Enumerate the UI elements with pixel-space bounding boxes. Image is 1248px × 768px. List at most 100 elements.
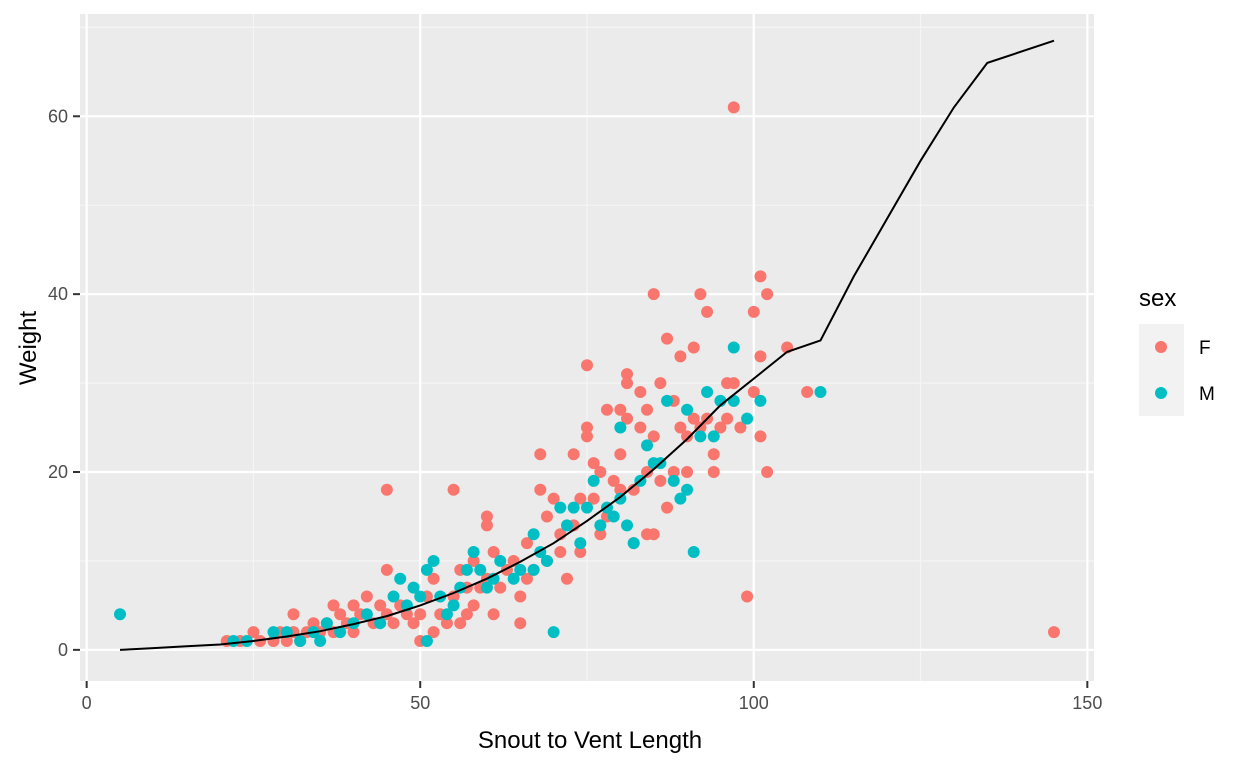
- point-m: [681, 403, 694, 416]
- point-m: [641, 439, 654, 452]
- x-tick-label: 100: [739, 693, 769, 713]
- point-f: [727, 377, 740, 390]
- point-m: [460, 563, 473, 576]
- point-f: [380, 483, 393, 496]
- point-m: [614, 421, 627, 434]
- point-m: [527, 528, 540, 541]
- point-f: [754, 430, 767, 443]
- legend: sex F M: [1139, 285, 1215, 416]
- point-f: [641, 466, 654, 479]
- point-m: [447, 599, 460, 612]
- point-m: [320, 617, 333, 630]
- point-f: [654, 377, 667, 390]
- point-f: [334, 608, 347, 621]
- point-m: [621, 519, 634, 532]
- point-m: [741, 412, 754, 425]
- point-f: [447, 483, 460, 496]
- point-f: [687, 341, 700, 354]
- point-m: [674, 492, 687, 505]
- point-f: [427, 572, 440, 585]
- legend-label-m: M: [1199, 384, 1215, 405]
- point-f: [621, 412, 634, 425]
- point-f: [414, 608, 427, 621]
- point-f: [440, 617, 453, 630]
- point-f: [661, 501, 674, 514]
- point-f: [514, 617, 527, 630]
- point-m: [574, 537, 587, 550]
- point-m: [440, 608, 453, 621]
- point-f: [547, 492, 560, 505]
- x-tick-label: 150: [1072, 693, 1102, 713]
- point-f: [647, 288, 660, 301]
- point-f: [280, 634, 293, 647]
- point-f: [347, 599, 360, 612]
- point-f: [634, 421, 647, 434]
- point-f: [647, 430, 660, 443]
- x-tick-label: 0: [82, 693, 92, 713]
- y-axis-title: Weight: [15, 311, 42, 386]
- point-f: [641, 403, 654, 416]
- point-m: [814, 385, 827, 398]
- data-points: [114, 101, 1060, 647]
- y-tick-label: 40: [48, 284, 68, 304]
- point-m: [294, 634, 307, 647]
- point-m: [527, 563, 540, 576]
- point-m: [360, 608, 373, 621]
- point-f: [454, 617, 467, 630]
- x-axis-title: Snout to Vent Length: [478, 727, 702, 754]
- legend-label-f: F: [1199, 338, 1211, 359]
- y-axis: 0 20 40 60: [48, 106, 80, 660]
- point-m: [754, 394, 767, 407]
- point-f: [621, 377, 634, 390]
- point-m: [420, 563, 433, 576]
- point-m: [581, 501, 593, 514]
- point-m: [587, 474, 600, 487]
- point-m: [594, 519, 607, 532]
- point-f: [460, 608, 473, 621]
- point-m: [701, 385, 714, 398]
- point-f: [574, 492, 587, 505]
- point-f: [634, 385, 647, 398]
- legend-dot-m: [1155, 387, 1167, 399]
- point-f: [380, 563, 393, 576]
- point-f: [581, 430, 593, 443]
- point-f: [581, 359, 593, 372]
- point-f: [594, 466, 607, 479]
- point-f: [741, 590, 754, 603]
- point-f: [554, 546, 567, 559]
- point-m: [560, 519, 573, 532]
- point-f: [687, 412, 700, 425]
- point-f: [674, 421, 687, 434]
- point-f: [581, 421, 593, 434]
- point-m: [567, 501, 580, 514]
- point-f: [754, 270, 767, 283]
- point-m: [494, 554, 507, 567]
- point-f: [360, 590, 373, 603]
- point-f: [681, 430, 694, 443]
- point-m: [514, 563, 527, 576]
- point-f: [761, 288, 774, 301]
- point-m: [407, 581, 420, 594]
- point-m: [427, 554, 440, 567]
- point-f: [661, 332, 674, 345]
- point-f: [487, 608, 500, 621]
- point-f: [647, 528, 660, 541]
- point-m: [114, 608, 127, 621]
- point-m: [707, 430, 720, 443]
- point-f: [674, 350, 687, 363]
- point-f: [607, 474, 620, 487]
- x-axis: 0 50 100 150: [82, 681, 1102, 713]
- point-f: [587, 492, 600, 505]
- y-tick-label: 0: [58, 640, 68, 660]
- point-f: [587, 457, 600, 470]
- point-f: [734, 421, 747, 434]
- point-f: [374, 599, 387, 612]
- point-f: [534, 483, 547, 496]
- point-m: [387, 590, 400, 603]
- point-f: [801, 385, 814, 398]
- point-f: [494, 581, 507, 594]
- point-f: [614, 448, 627, 461]
- point-f: [707, 466, 720, 479]
- point-f: [534, 448, 547, 461]
